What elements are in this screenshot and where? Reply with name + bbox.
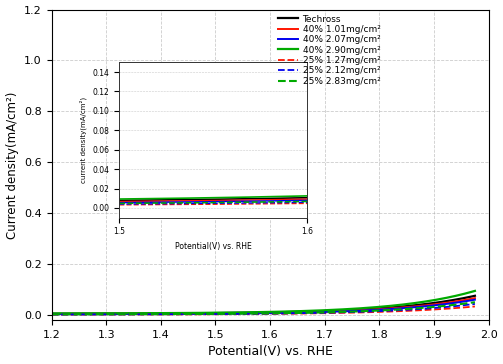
40% 2.90mg/cm² xyxy=(367,305,373,310)
40% 1.01mg/cm² xyxy=(367,308,373,312)
25% 2.83mg/cm² xyxy=(240,312,246,316)
Y-axis label: Current density(mA/cm²): Current density(mA/cm²) xyxy=(6,91,19,238)
Techross xyxy=(367,307,373,311)
Line: 25% 2.83mg/cm²: 25% 2.83mg/cm² xyxy=(52,302,475,314)
40% 1.01mg/cm² xyxy=(472,296,478,300)
Line: 40% 2.90mg/cm²: 40% 2.90mg/cm² xyxy=(52,291,475,313)
40% 2.90mg/cm² xyxy=(49,311,55,316)
25% 2.12mg/cm² xyxy=(240,312,246,316)
40% 2.90mg/cm² xyxy=(298,309,304,313)
25% 2.12mg/cm² xyxy=(157,312,163,316)
Line: 40% 1.01mg/cm²: 40% 1.01mg/cm² xyxy=(52,298,475,314)
25% 2.83mg/cm² xyxy=(123,312,129,316)
25% 2.12mg/cm² xyxy=(123,312,129,317)
25% 1.27mg/cm² xyxy=(331,311,338,315)
25% 1.27mg/cm² xyxy=(240,312,246,316)
25% 2.83mg/cm² xyxy=(157,312,163,316)
Line: 25% 2.12mg/cm²: 25% 2.12mg/cm² xyxy=(52,304,475,314)
40% 2.90mg/cm² xyxy=(157,311,163,315)
Techross xyxy=(472,294,478,298)
40% 2.07mg/cm² xyxy=(49,312,55,316)
40% 2.90mg/cm² xyxy=(240,310,246,314)
25% 2.12mg/cm² xyxy=(298,311,304,315)
25% 2.83mg/cm² xyxy=(49,312,55,317)
40% 2.07mg/cm² xyxy=(367,308,373,312)
25% 1.27mg/cm² xyxy=(298,311,304,316)
40% 2.07mg/cm² xyxy=(123,312,129,316)
25% 2.12mg/cm² xyxy=(472,302,478,306)
40% 1.01mg/cm² xyxy=(123,312,129,316)
Line: 25% 1.27mg/cm²: 25% 1.27mg/cm² xyxy=(52,306,475,314)
25% 2.12mg/cm² xyxy=(49,312,55,317)
25% 1.27mg/cm² xyxy=(157,312,163,317)
Legend: Techross, 40% 1.01mg/cm², 40% 2.07mg/cm², 40% 2.90mg/cm², 25% 1.27mg/cm², 25% 2.: Techross, 40% 1.01mg/cm², 40% 2.07mg/cm²… xyxy=(275,11,384,89)
Line: Techross: Techross xyxy=(52,296,475,314)
Techross xyxy=(157,311,163,316)
25% 1.27mg/cm² xyxy=(49,312,55,317)
25% 2.12mg/cm² xyxy=(331,310,338,315)
Techross xyxy=(331,308,338,313)
40% 2.07mg/cm² xyxy=(157,312,163,316)
Techross xyxy=(298,309,304,314)
25% 2.12mg/cm² xyxy=(367,309,373,314)
40% 1.01mg/cm² xyxy=(240,311,246,315)
40% 1.01mg/cm² xyxy=(49,312,55,316)
40% 2.07mg/cm² xyxy=(472,297,478,302)
Techross xyxy=(49,312,55,316)
40% 2.07mg/cm² xyxy=(298,310,304,315)
25% 2.83mg/cm² xyxy=(331,310,338,314)
Line: 40% 2.07mg/cm²: 40% 2.07mg/cm² xyxy=(52,300,475,314)
40% 2.90mg/cm² xyxy=(331,308,338,312)
40% 1.01mg/cm² xyxy=(157,312,163,316)
Techross xyxy=(240,310,246,315)
40% 1.01mg/cm² xyxy=(298,310,304,314)
25% 1.27mg/cm² xyxy=(367,310,373,314)
X-axis label: Potential(V) vs. RHE: Potential(V) vs. RHE xyxy=(208,345,332,359)
40% 2.07mg/cm² xyxy=(240,311,246,316)
Techross xyxy=(123,311,129,316)
25% 1.27mg/cm² xyxy=(472,304,478,309)
40% 2.90mg/cm² xyxy=(472,289,478,293)
25% 2.83mg/cm² xyxy=(367,309,373,313)
25% 2.83mg/cm² xyxy=(298,311,304,315)
40% 1.01mg/cm² xyxy=(331,309,338,313)
25% 1.27mg/cm² xyxy=(123,312,129,317)
40% 2.90mg/cm² xyxy=(123,311,129,316)
25% 2.83mg/cm² xyxy=(472,300,478,304)
40% 2.07mg/cm² xyxy=(331,309,338,314)
